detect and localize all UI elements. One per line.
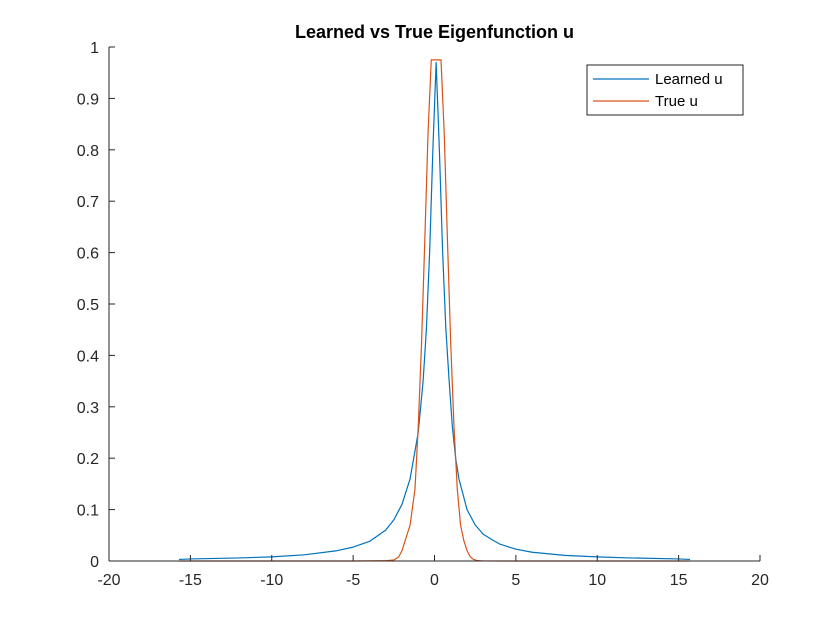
x-tick-label: -10 — [260, 572, 283, 589]
y-tick-label: 0.5 — [77, 297, 99, 314]
x-tick-label: 0 — [430, 572, 439, 589]
y-tick-label: 0.2 — [77, 451, 99, 468]
legend-label: True u — [655, 93, 698, 110]
x-tick-label: -15 — [179, 572, 202, 589]
y-tick-label: 0.8 — [77, 143, 99, 160]
y-tick-label: 0.3 — [77, 400, 99, 417]
series-line-2 — [178, 59, 691, 562]
chart-title: Learned vs True Eigenfunction u — [295, 22, 574, 42]
y-tick-label: 0.4 — [77, 348, 99, 365]
axes: -20 -15 -10 -5 0 5 10 15 20 0 0.1 0.2 0.3 0.4 0.5 0.6 0.… — [77, 40, 769, 589]
y-tick-label: 0.6 — [77, 246, 99, 263]
y-tick-label: 0.1 — [77, 503, 99, 520]
x-tick-label: 10 — [588, 572, 606, 589]
y-tick-label: 0 — [90, 554, 99, 571]
series-layer — [178, 59, 691, 562]
x-tick-label: 15 — [670, 572, 688, 589]
y-tick-label: 0.7 — [77, 194, 99, 211]
y-tick-label: 0.9 — [77, 91, 99, 108]
x-tick-label: -20 — [97, 572, 120, 589]
legend-label: Learned u — [655, 71, 723, 88]
legend: Learned u True u — [586, 64, 744, 116]
legend-box — [586, 64, 744, 116]
series-line-1 — [178, 61, 691, 561]
y-tick-label: 1 — [90, 40, 99, 57]
x-tick-label: -5 — [346, 572, 360, 589]
x-tick-label: 5 — [511, 572, 520, 589]
x-tick-label: 20 — [751, 572, 769, 589]
axes-background — [109, 47, 760, 561]
